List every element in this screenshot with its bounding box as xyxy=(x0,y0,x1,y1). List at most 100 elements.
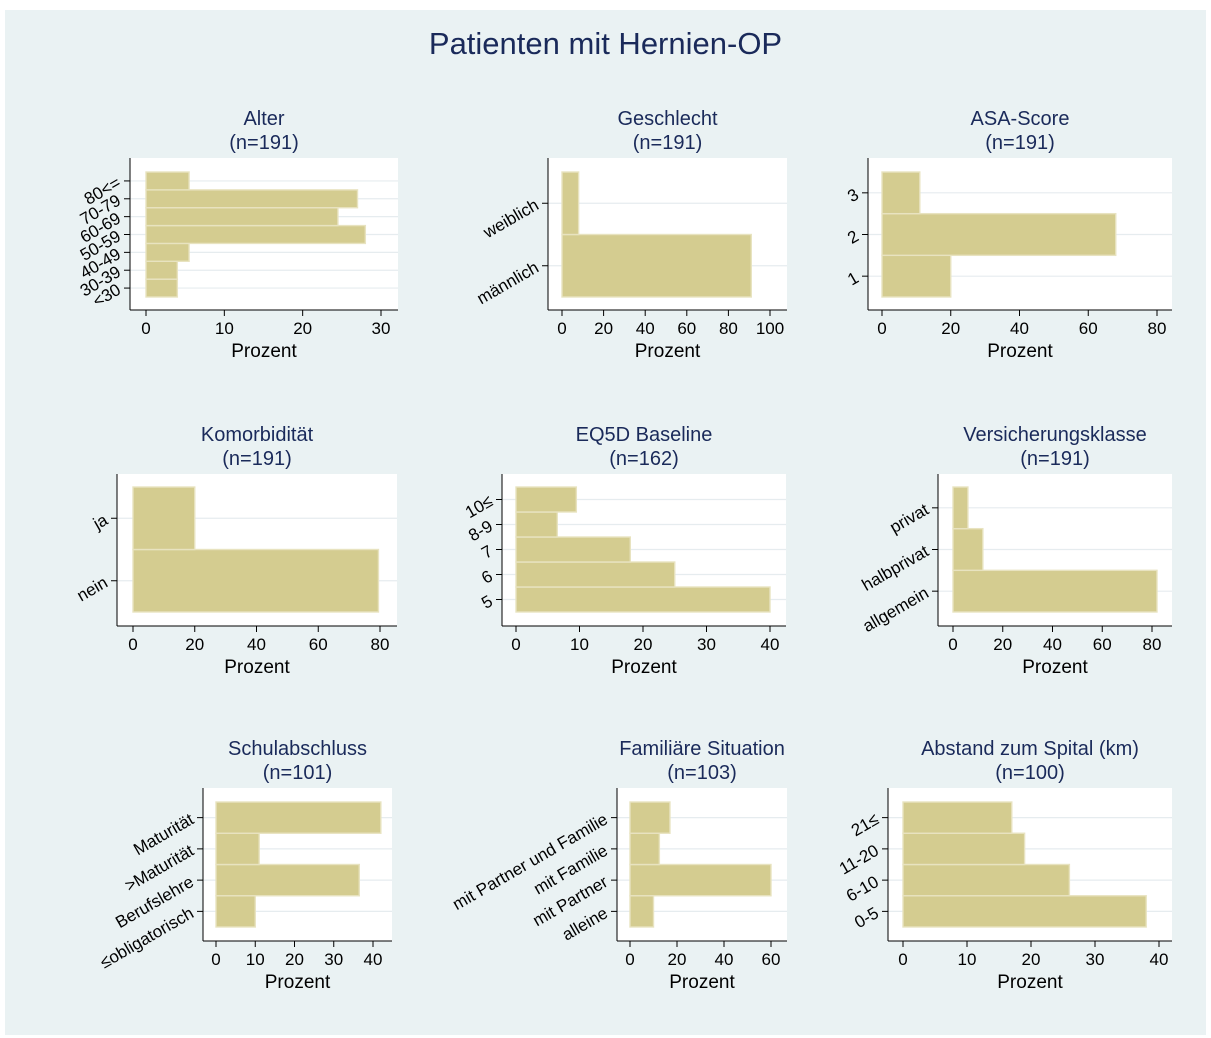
panel-subtitle: (n=191) xyxy=(222,448,292,470)
panel-subtitle: (n=162) xyxy=(609,448,679,470)
bar xyxy=(952,486,969,530)
x-tick-label: 20 xyxy=(668,950,687,969)
bar xyxy=(629,863,772,897)
bar xyxy=(215,832,260,866)
y-tick-label: männlich xyxy=(474,258,542,308)
bar xyxy=(881,171,921,215)
y-tick-label: ja xyxy=(89,510,111,534)
panel-title: Abstand zum Spital (km) xyxy=(921,738,1139,760)
x-tick-label: 80 xyxy=(1143,635,1162,654)
x-tick-label: 0 xyxy=(211,950,220,969)
panel-subtitle: (n=191) xyxy=(229,132,299,154)
bar xyxy=(145,242,190,262)
x-tick-label: 40 xyxy=(715,950,734,969)
x-tick-label: 80 xyxy=(719,319,738,338)
panel-subtitle: (n=191) xyxy=(1020,448,1090,470)
panel-subtitle: (n=100) xyxy=(995,762,1065,784)
y-tick-label: 6-10 xyxy=(843,872,882,905)
x-axis-label: Prozent xyxy=(997,972,1063,993)
x-tick-label: 20 xyxy=(993,635,1012,654)
bar xyxy=(145,260,179,280)
bar xyxy=(145,224,367,245)
bar xyxy=(132,548,380,613)
x-tick-label: 30 xyxy=(697,635,716,654)
panel-title: Versicherungsklasse xyxy=(963,424,1146,446)
panel-subtitle: (n=191) xyxy=(985,132,1055,154)
x-tick-label: 20 xyxy=(1022,950,1041,969)
bar xyxy=(515,486,578,513)
bar xyxy=(515,536,632,563)
panel-6: Versicherungsklasse(n=191) 0 20 40 60 80 Proze… xyxy=(859,424,1172,678)
bar xyxy=(561,171,580,236)
bar xyxy=(881,254,952,298)
x-tick-label: 20 xyxy=(941,319,960,338)
x-tick-label: 100 xyxy=(756,319,784,338)
panel-title: Komorbidität xyxy=(201,424,314,446)
x-tick-label: 60 xyxy=(1093,635,1112,654)
x-tick-label: 10 xyxy=(958,950,977,969)
panel-1: Alter(n=191)0 10 20 30Prozent<3030-3940-495… xyxy=(77,108,398,362)
panel-7: Schulabschluss(n=101)0 10 20 30 40Prozent≤ob… xyxy=(97,738,392,993)
x-axis-label: Prozent xyxy=(265,972,331,993)
x-tick-label: 20 xyxy=(634,635,653,654)
bar xyxy=(629,801,671,834)
x-tick-label: 60 xyxy=(1079,319,1098,338)
bar xyxy=(145,207,339,227)
x-axis-label: Prozent xyxy=(224,657,290,678)
x-tick-label: 20 xyxy=(594,319,613,338)
x-tick-label: 40 xyxy=(1010,319,1029,338)
bar xyxy=(515,586,771,613)
bar xyxy=(881,212,1117,257)
bar xyxy=(132,486,196,551)
bar xyxy=(145,171,190,191)
panel-title: Familiäre Situation xyxy=(619,738,785,760)
x-tick-label: 0 xyxy=(877,319,886,338)
x-tick-label: 30 xyxy=(324,950,343,969)
y-tick-label: nein xyxy=(74,573,111,606)
bar xyxy=(215,801,382,834)
x-tick-label: 40 xyxy=(761,635,780,654)
x-tick-label: 20 xyxy=(185,635,204,654)
x-tick-label: 10 xyxy=(570,635,589,654)
bar xyxy=(145,189,359,209)
x-tick-label: 0 xyxy=(948,635,957,654)
x-tick-label: 20 xyxy=(285,950,304,969)
y-tick-label: weiblich xyxy=(479,195,542,242)
x-tick-label: 0 xyxy=(141,319,150,338)
x-tick-label: 0 xyxy=(625,950,634,969)
x-tick-label: 40 xyxy=(1150,950,1169,969)
x-tick-label: 0 xyxy=(511,635,520,654)
x-axis-label: Prozent xyxy=(635,341,701,362)
x-axis-label: Prozent xyxy=(669,972,735,993)
bar xyxy=(902,832,1026,866)
x-tick-label: 40 xyxy=(1043,635,1062,654)
x-tick-label: 80 xyxy=(371,635,390,654)
y-tick-label: 21≤ xyxy=(848,810,882,841)
bar xyxy=(952,527,984,572)
panel-subtitle: (n=101) xyxy=(263,762,333,784)
y-tick-label: 6 xyxy=(478,567,496,588)
x-tick-label: 60 xyxy=(677,319,696,338)
x-axis-label: Prozent xyxy=(231,341,297,362)
bar xyxy=(629,832,661,866)
x-tick-label: 30 xyxy=(372,319,391,338)
panel-title: ASA-Score xyxy=(971,108,1070,130)
y-tick-label: privat xyxy=(886,500,932,537)
page-title: Patienten mit Hernien-OP xyxy=(428,26,783,61)
y-tick-label: 5 xyxy=(478,592,496,613)
y-tick-label: 1 xyxy=(844,268,862,289)
x-tick-label: 0 xyxy=(898,950,907,969)
panel-5: EQ5D Baseline(n=162)0 10 20 30 40Prozent5678… xyxy=(462,424,786,678)
bar xyxy=(902,895,1147,928)
y-tick-label: 7 xyxy=(478,542,496,563)
bar xyxy=(215,863,360,897)
panel-title: Schulabschluss xyxy=(228,738,367,760)
x-tick-label: 20 xyxy=(293,319,312,338)
panel-2: Geschlecht(n=191) 0 20 40 60 80 100 Prozent männ… xyxy=(474,108,787,362)
x-tick-label: 60 xyxy=(762,950,781,969)
x-tick-label: 10 xyxy=(246,950,265,969)
x-tick-label: 30 xyxy=(1086,950,1105,969)
bar xyxy=(145,278,179,298)
panel-subtitle: (n=103) xyxy=(667,762,737,784)
